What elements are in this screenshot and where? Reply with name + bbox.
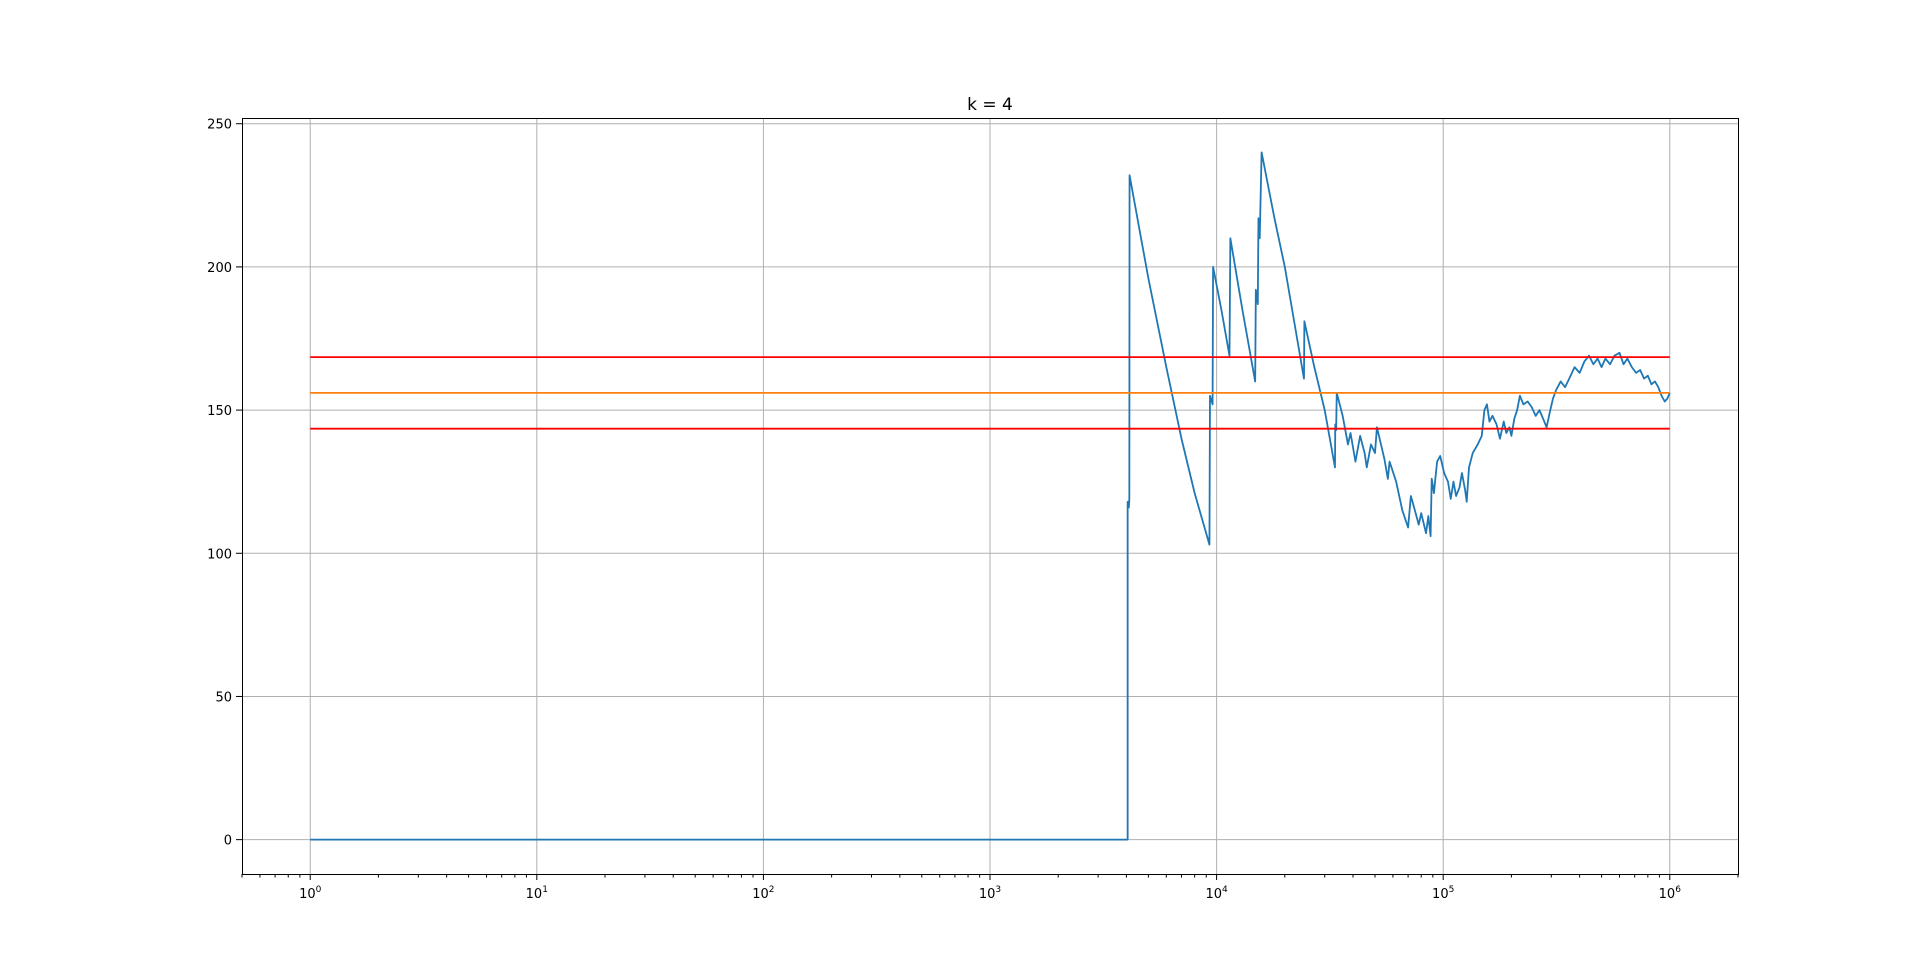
x-tick-label-base: 10 [526, 887, 543, 902]
grid-layer [242, 118, 1738, 874]
plot-frame [242, 118, 1739, 875]
x-tick-label: 106 [1659, 885, 1682, 902]
x-tick-label: 102 [752, 885, 774, 902]
y-tick-label: 100 [207, 547, 232, 562]
x-tick-label-exponent: 2 [769, 885, 775, 895]
x-tick-label-exponent: 5 [1449, 885, 1455, 895]
x-tick-label-base: 10 [1432, 887, 1449, 902]
x-tick-label: 105 [1432, 885, 1454, 902]
x-tick-label-base: 10 [979, 887, 996, 902]
x-tick-label: 104 [1205, 885, 1228, 902]
x-tick-label: 103 [979, 885, 1001, 902]
x-tick-label-base: 10 [752, 887, 769, 902]
x-tick-label: 101 [526, 885, 548, 902]
chart-title: k = 4 [967, 95, 1013, 115]
x-tick-label-base: 10 [1659, 887, 1676, 902]
y-tick-label: 50 [215, 690, 232, 705]
x-tick-label: 100 [299, 885, 322, 902]
x-tick-label-base: 10 [299, 887, 316, 902]
series-layer [310, 151, 1671, 841]
x-tick-label-exponent: 6 [1675, 885, 1681, 895]
y-tick-label: 0 [224, 834, 232, 849]
x-tick-label-base: 10 [1205, 887, 1222, 902]
y-tick-label: 250 [207, 118, 232, 133]
x-tick-label-exponent: 0 [316, 885, 322, 895]
y-tick-label: 150 [207, 404, 232, 419]
y-tick-label: 200 [207, 261, 232, 276]
x-tick-label-exponent: 1 [542, 885, 548, 895]
x-tick-label-exponent: 4 [1222, 885, 1228, 895]
x-tick-label-exponent: 3 [995, 885, 1001, 895]
